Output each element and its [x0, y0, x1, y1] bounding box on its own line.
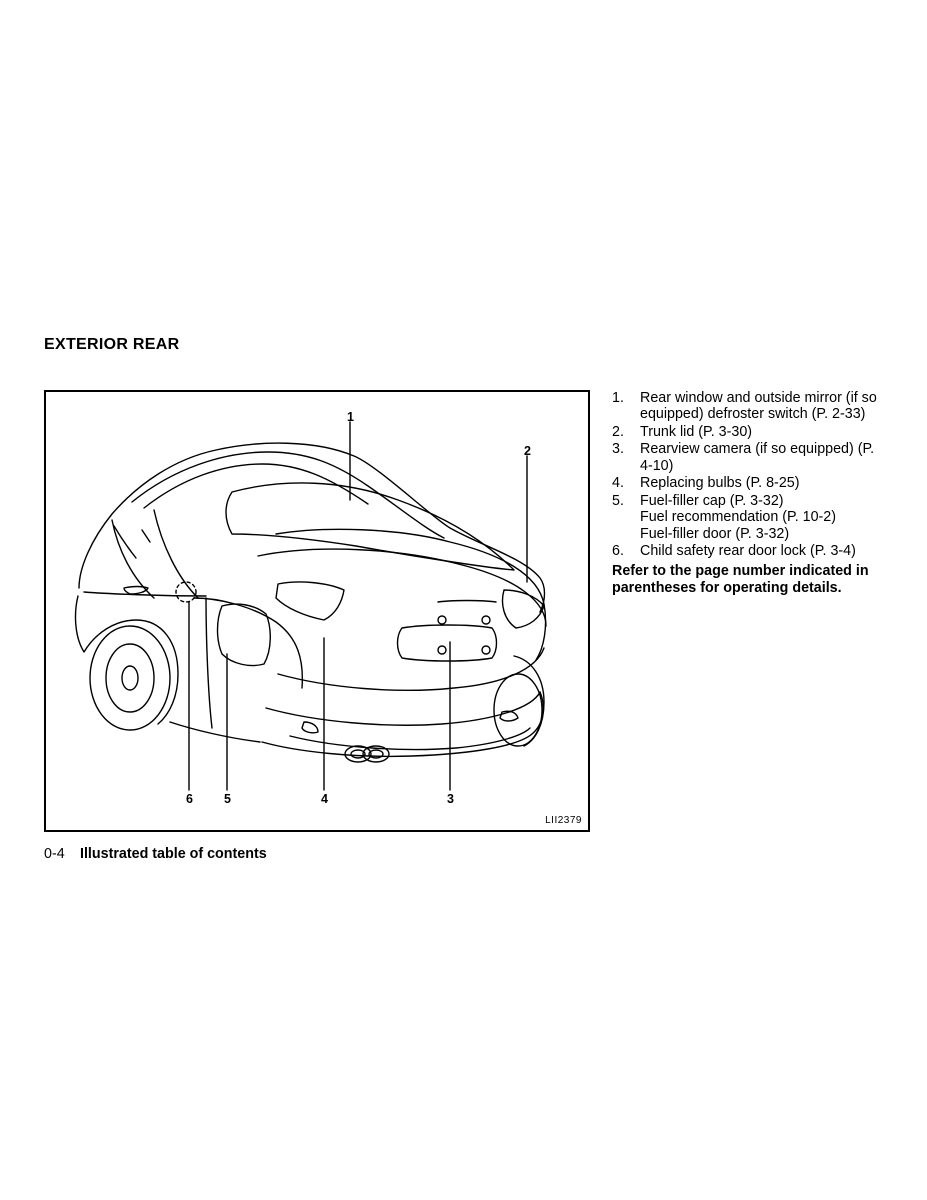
legend-line: Fuel recommendation (P. 10-2)	[640, 509, 882, 525]
legend-line: Fuel-filler cap (P. 3-32)	[640, 493, 882, 509]
content-row: 1 2 3 4 5 6 LII2379 0-4 Illustrated tabl…	[44, 390, 882, 862]
legend-text: Trunk lid (P. 3-30)	[640, 424, 882, 441]
legend-number: 6.	[612, 543, 640, 560]
legend-number: 3.	[612, 441, 640, 475]
callout-6: 6	[186, 792, 193, 806]
legend-text: Fuel-filler cap (P. 3-32) Fuel recommend…	[640, 493, 882, 543]
legend-text: Replacing bulbs (P. 8-25)	[640, 475, 882, 492]
section-heading: EXTERIOR REAR	[44, 336, 882, 354]
figure-id: LII2379	[545, 815, 582, 826]
callout-2: 2	[524, 444, 531, 458]
legend-item: 2. Trunk lid (P. 3-30)	[612, 424, 882, 441]
manual-page: EXTERIOR REAR	[44, 336, 882, 862]
reference-note: Refer to the page number indicated in pa…	[612, 563, 882, 596]
legend-item: 1. Rear window and outside mirror (if so…	[612, 390, 882, 424]
legend-item: 4. Replacing bulbs (P. 8-25)	[612, 475, 882, 492]
legend-number: 5.	[612, 493, 640, 543]
callout-4: 4	[321, 792, 328, 806]
callout-5: 5	[224, 792, 231, 806]
figure-box: 1 2 3 4 5 6 LII2379	[44, 390, 590, 832]
legend-number: 2.	[612, 424, 640, 441]
callout-3: 3	[447, 792, 454, 806]
callout-1: 1	[347, 410, 354, 424]
legend-item: 5. Fuel-filler cap (P. 3-32) Fuel recomm…	[612, 493, 882, 543]
page-section-title: Illustrated table of contents	[80, 846, 267, 862]
legend-item: 6. Child safety rear door lock (P. 3-4)	[612, 543, 882, 560]
page-footer: 0-4 Illustrated table of contents	[44, 846, 590, 862]
legend-text: Rear window and outside mirror (if so eq…	[640, 390, 882, 424]
legend-number: 1.	[612, 390, 640, 424]
legend-number: 4.	[612, 475, 640, 492]
legend-line: Fuel-filler door (P. 3-32)	[640, 526, 882, 542]
car-rear-illustration	[46, 392, 588, 830]
legend-column: 1. Rear window and outside mirror (if so…	[612, 390, 882, 596]
page-number: 0-4	[44, 846, 76, 862]
figure-column: 1 2 3 4 5 6 LII2379 0-4 Illustrated tabl…	[44, 390, 590, 862]
legend-list: 1. Rear window and outside mirror (if so…	[612, 390, 882, 560]
legend-item: 3. Rearview camera (if so equipped) (P. …	[612, 441, 882, 475]
legend-text: Child safety rear door lock (P. 3-4)	[640, 543, 882, 560]
legend-text: Rearview camera (if so equipped) (P. 4-1…	[640, 441, 882, 475]
